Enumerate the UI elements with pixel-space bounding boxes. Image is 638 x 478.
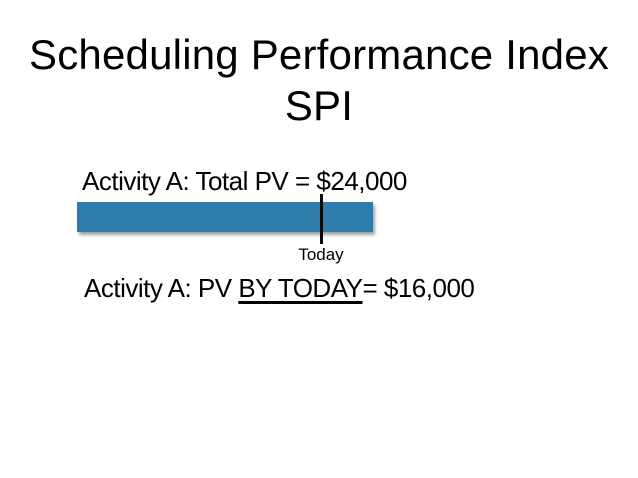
activity-total-pv-label: Activity A: Total PV = $24,000 <box>82 166 407 196</box>
slide-title-line1: Scheduling Performance Index <box>29 31 609 78</box>
pv-by-today-suffix: = $16,000 <box>362 273 475 303</box>
today-marker-line <box>320 194 323 244</box>
planned-value-bar <box>77 202 373 232</box>
today-label: Today <box>298 245 344 264</box>
slide-title-line2: SPI <box>284 82 354 129</box>
slide-title: Scheduling Performance Index SPI <box>0 29 638 131</box>
activity-pv-by-today-label: Activity A: PV BY TODAY= $16,000 <box>84 273 475 304</box>
pv-by-today-underlined: BY TODAY <box>238 273 363 303</box>
pv-by-today-prefix: Activity A: PV <box>84 273 239 303</box>
